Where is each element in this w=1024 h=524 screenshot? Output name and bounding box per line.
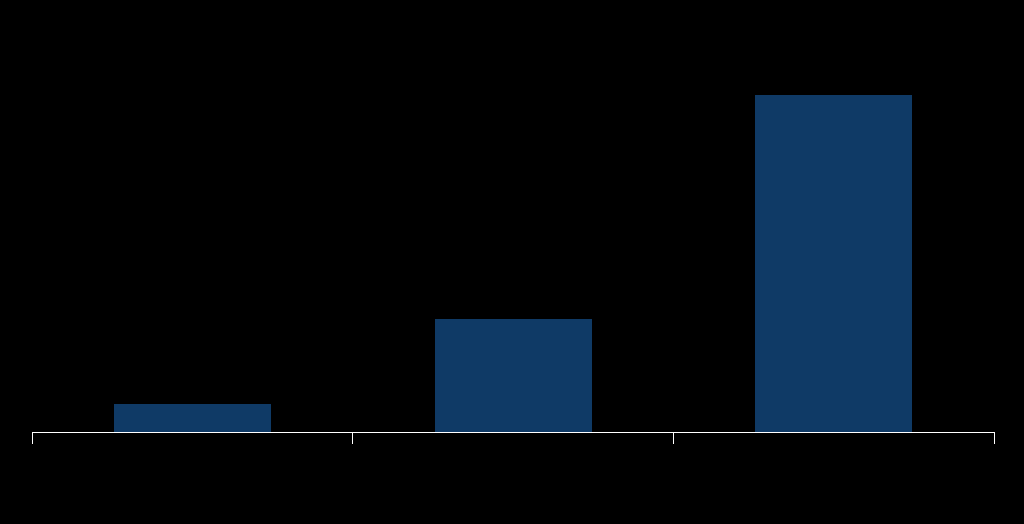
x-axis-tick-0 xyxy=(32,432,33,444)
x-axis-line xyxy=(32,432,994,433)
bar-0 xyxy=(114,404,271,432)
bar-1 xyxy=(435,319,592,432)
bar-chart xyxy=(0,0,1024,524)
x-axis-tick-1 xyxy=(352,432,353,444)
x-axis-tick-3 xyxy=(994,432,995,444)
x-axis-tick-2 xyxy=(673,432,674,444)
bar-2 xyxy=(755,95,912,432)
